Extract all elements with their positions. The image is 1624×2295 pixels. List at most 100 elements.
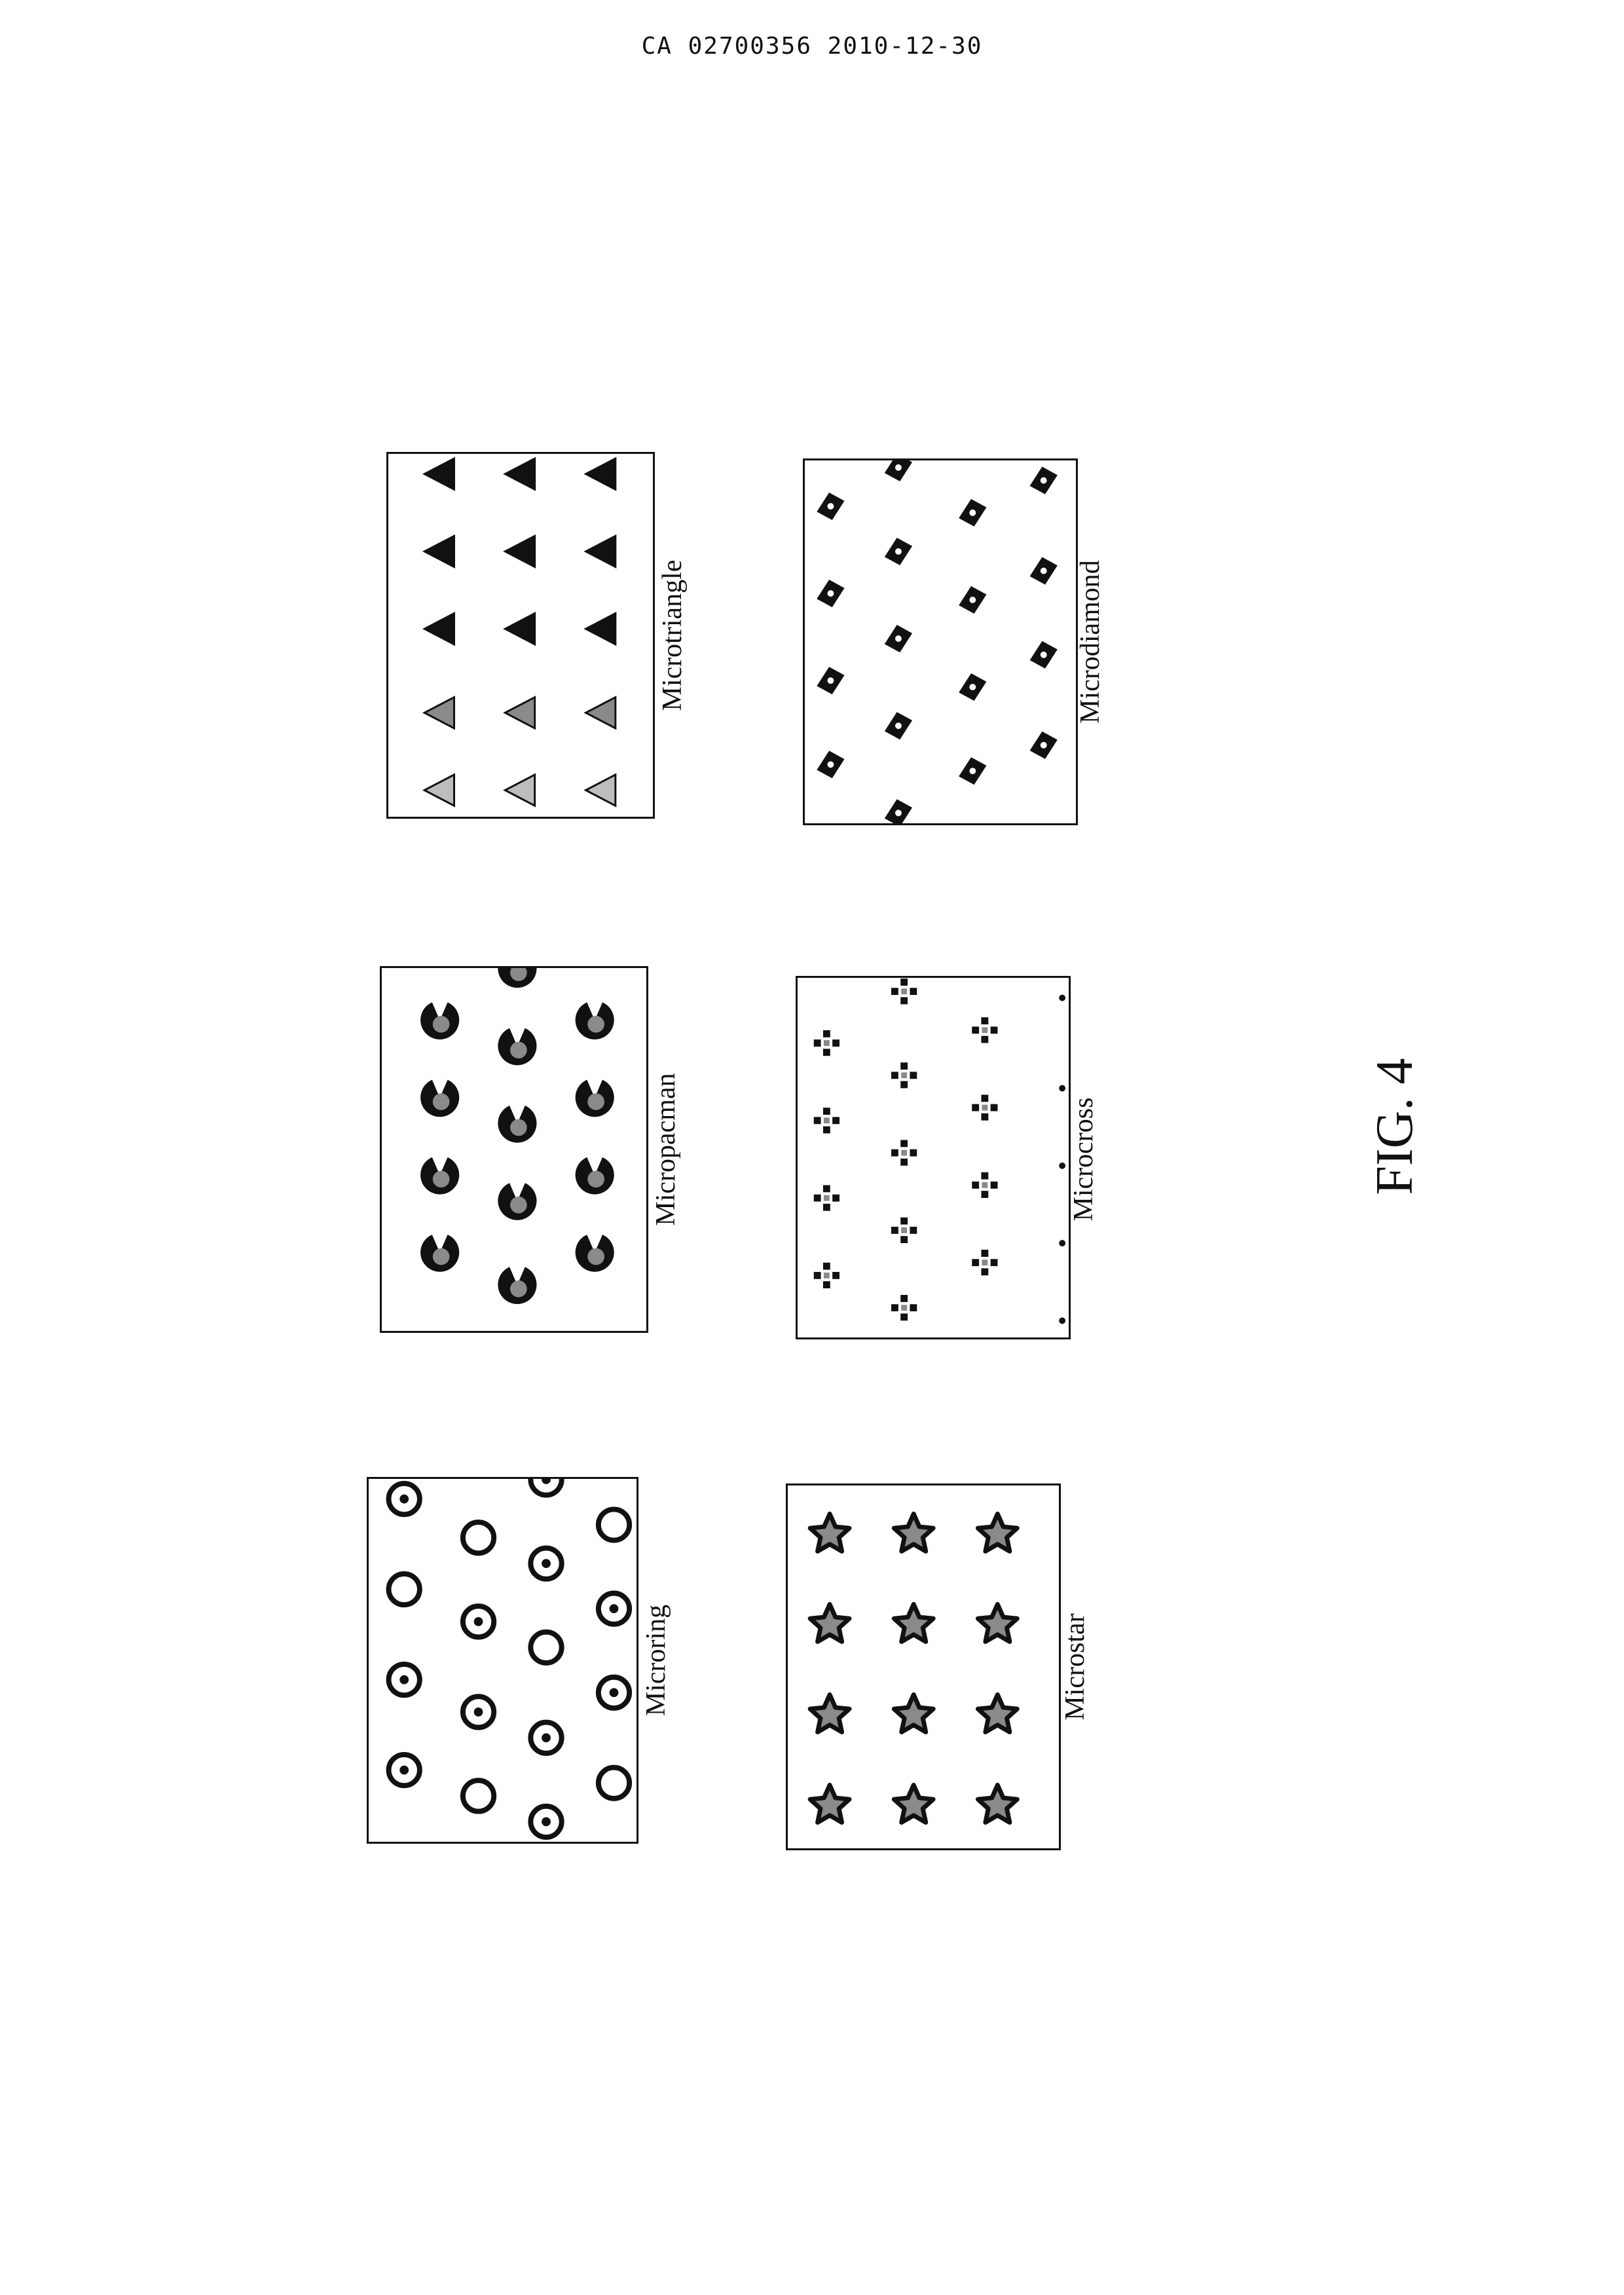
- diamond-center-dot: [895, 635, 902, 642]
- ring-center-dot: [610, 1688, 619, 1697]
- triangle-icon: [424, 458, 454, 489]
- pacman-highlight: [433, 1171, 450, 1188]
- cross-arm: [823, 1030, 830, 1037]
- cross-arm: [981, 1250, 988, 1257]
- cross-arm: [910, 1149, 917, 1157]
- star-pattern: [788, 1485, 1059, 1848]
- cross-arm: [891, 1227, 898, 1234]
- ring-icon: [463, 1780, 494, 1811]
- edge-dot: [1059, 995, 1065, 1001]
- triangle-icon: [505, 458, 534, 489]
- microtriangle-caption: Microtriangle: [656, 465, 689, 806]
- cross-arm: [972, 1259, 979, 1266]
- pacman-highlight: [433, 1248, 450, 1265]
- cross-arm: [972, 1026, 979, 1034]
- triangle-icon: [424, 613, 454, 644]
- cross-arm: [900, 1081, 908, 1089]
- cross-icon: [824, 1117, 830, 1123]
- microstar-caption: Microstar: [1059, 1497, 1092, 1837]
- star-icon: [810, 1694, 849, 1732]
- triangle-icon: [586, 698, 616, 728]
- cross-arm: [832, 1195, 840, 1202]
- cross-icon: [982, 1027, 987, 1033]
- star-icon: [894, 1694, 933, 1732]
- cross-arm: [991, 1104, 998, 1111]
- diamond-center-dot: [828, 503, 834, 510]
- figure-label: FIG. 4: [1362, 1028, 1428, 1225]
- star-icon: [978, 1604, 1017, 1641]
- triangle-icon: [586, 775, 616, 806]
- star-icon: [894, 1514, 933, 1551]
- star-icon: [810, 1785, 849, 1822]
- triangle-icon: [424, 698, 454, 728]
- microdiamond-panel: [803, 458, 1078, 825]
- triangle-icon: [586, 613, 616, 644]
- diamond-center-dot: [1041, 568, 1047, 574]
- ring-center-dot: [542, 1559, 551, 1568]
- microstar-panel: [786, 1483, 1061, 1850]
- diamond-center-dot: [895, 464, 902, 471]
- triangle-icon: [586, 458, 616, 489]
- microcross-panel: [796, 976, 1071, 1339]
- pacman-highlight: [587, 1171, 604, 1188]
- pacman-highlight: [510, 1197, 527, 1214]
- ring-center-dot: [474, 1617, 483, 1626]
- cross-icon: [824, 1040, 830, 1046]
- cross-arm: [823, 1185, 830, 1192]
- edge-dot: [1059, 1085, 1065, 1092]
- cross-arm: [981, 1113, 988, 1121]
- cross-arm: [814, 1117, 821, 1124]
- cross-icon: [982, 1105, 987, 1111]
- cross-arm: [900, 1236, 908, 1243]
- triangle-icon: [424, 536, 454, 567]
- triangle-icon: [505, 536, 534, 567]
- cross-icon: [901, 1227, 907, 1233]
- cross-arm: [823, 1108, 830, 1115]
- cross-arm: [981, 1036, 988, 1043]
- ring-pattern: [369, 1479, 637, 1842]
- cross-arm: [900, 1140, 908, 1147]
- cross-arm: [972, 1104, 979, 1111]
- microring-caption: Microring: [640, 1490, 673, 1831]
- cross-arm: [910, 1227, 917, 1234]
- cross-arm: [900, 1159, 908, 1166]
- microcross-caption: Microcross: [1067, 989, 1100, 1330]
- diamond-center-dot: [1041, 477, 1047, 484]
- cross-arm: [900, 1062, 908, 1070]
- pacman-pattern: [382, 968, 646, 1331]
- triangle-pattern: [388, 454, 653, 817]
- microdiamond-caption: Microdiamond: [1074, 472, 1107, 812]
- cross-arm: [814, 1195, 821, 1202]
- cross-icon: [901, 988, 907, 994]
- cross-arm: [900, 979, 908, 986]
- diamond-center-dot: [895, 548, 902, 555]
- cross-arm: [814, 1039, 821, 1047]
- ring-center-dot: [399, 1766, 409, 1775]
- pacman-highlight: [510, 1041, 527, 1058]
- edge-dot: [1059, 1240, 1065, 1246]
- micropacman-panel: [380, 966, 648, 1333]
- diamond-center-dot: [969, 597, 976, 603]
- diamond-center-dot: [1041, 652, 1047, 658]
- cross-arm: [891, 1304, 898, 1311]
- cross-arm: [910, 1072, 917, 1079]
- star-icon: [894, 1604, 933, 1641]
- cross-arm: [900, 997, 908, 1004]
- diamond-center-dot: [969, 684, 976, 690]
- pacman-highlight: [587, 1016, 604, 1033]
- cross-arm: [891, 988, 898, 995]
- ring-center-dot: [542, 1817, 551, 1826]
- ring-icon: [530, 1632, 561, 1663]
- pacman-highlight: [433, 1016, 450, 1033]
- edge-dot: [1059, 1163, 1065, 1169]
- cross-arm: [910, 1304, 917, 1311]
- ring-center-dot: [474, 1707, 483, 1717]
- microtriangle-panel: [386, 452, 655, 819]
- cross-arm: [910, 988, 917, 995]
- pacman-highlight: [510, 1119, 527, 1136]
- cross-arm: [972, 1182, 979, 1189]
- cross-arm: [991, 1026, 998, 1034]
- star-icon: [978, 1785, 1017, 1822]
- diamond-center-dot: [1041, 742, 1047, 749]
- cross-icon: [982, 1259, 987, 1265]
